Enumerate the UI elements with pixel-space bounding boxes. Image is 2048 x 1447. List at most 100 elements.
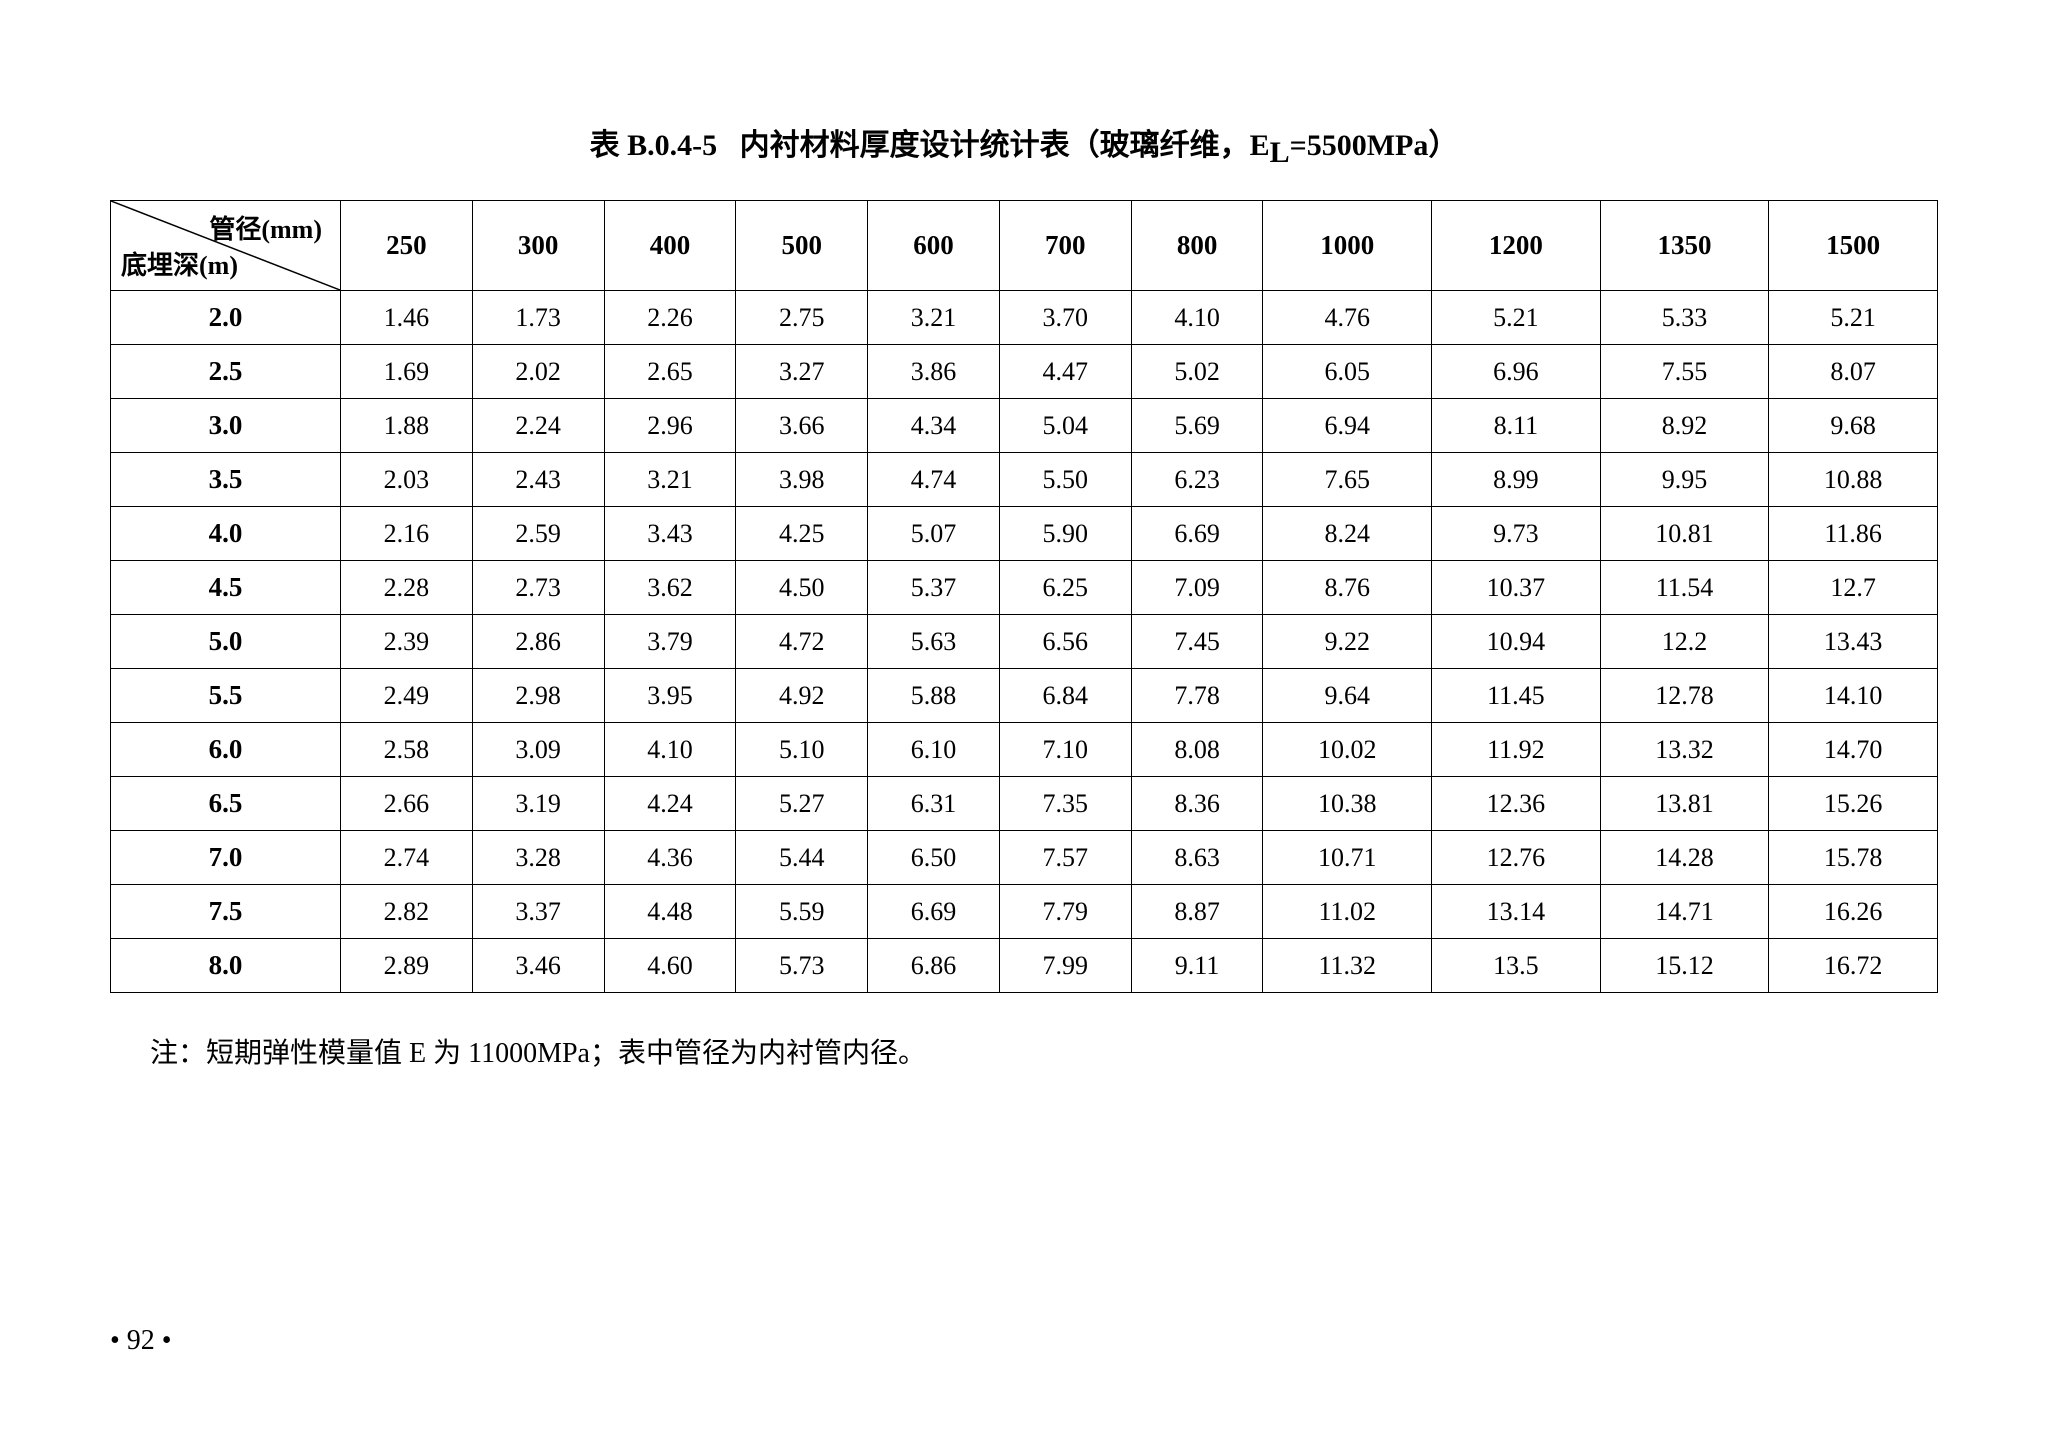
data-cell: 2.65 bbox=[604, 345, 736, 399]
data-cell: 7.65 bbox=[1263, 453, 1432, 507]
data-cell: 3.27 bbox=[736, 345, 868, 399]
col-header: 600 bbox=[868, 201, 1000, 291]
data-cell: 7.78 bbox=[1131, 669, 1263, 723]
data-cell: 3.09 bbox=[472, 723, 604, 777]
col-header: 300 bbox=[472, 201, 604, 291]
data-cell: 7.55 bbox=[1600, 345, 1769, 399]
row-label: 2.0 bbox=[111, 291, 341, 345]
data-cell: 5.21 bbox=[1769, 291, 1938, 345]
table-note: 注：短期弹性模量值 E 为 11000MPa；表中管径为内衬管内径。 bbox=[150, 1031, 1938, 1071]
data-cell: 12.76 bbox=[1432, 831, 1601, 885]
data-cell: 2.89 bbox=[341, 939, 473, 993]
table-body: 2.01.461.732.262.753.213.704.104.765.215… bbox=[111, 291, 1938, 993]
table-row: 3.52.032.433.213.984.745.506.237.658.999… bbox=[111, 453, 1938, 507]
row-label: 3.0 bbox=[111, 399, 341, 453]
data-cell: 2.74 bbox=[341, 831, 473, 885]
data-cell: 5.21 bbox=[1432, 291, 1601, 345]
diag-bottom-label: 底埋深(m) bbox=[121, 245, 238, 282]
table-row: 4.52.282.733.624.505.376.257.098.7610.37… bbox=[111, 561, 1938, 615]
data-cell: 4.74 bbox=[868, 453, 1000, 507]
data-cell: 4.25 bbox=[736, 507, 868, 561]
table-row: 5.52.492.983.954.925.886.847.789.6411.45… bbox=[111, 669, 1938, 723]
data-cell: 11.02 bbox=[1263, 885, 1432, 939]
data-cell: 1.46 bbox=[341, 291, 473, 345]
data-cell: 2.26 bbox=[604, 291, 736, 345]
data-cell: 4.72 bbox=[736, 615, 868, 669]
data-cell: 4.48 bbox=[604, 885, 736, 939]
data-cell: 2.39 bbox=[341, 615, 473, 669]
table-row: 2.01.461.732.262.753.213.704.104.765.215… bbox=[111, 291, 1938, 345]
row-label: 7.0 bbox=[111, 831, 341, 885]
data-cell: 3.46 bbox=[472, 939, 604, 993]
data-cell: 6.94 bbox=[1263, 399, 1432, 453]
data-cell: 6.50 bbox=[868, 831, 1000, 885]
row-label: 2.5 bbox=[111, 345, 341, 399]
table-row: 6.52.663.194.245.276.317.358.3610.3812.3… bbox=[111, 777, 1938, 831]
data-cell: 10.88 bbox=[1769, 453, 1938, 507]
data-cell: 2.03 bbox=[341, 453, 473, 507]
data-cell: 5.69 bbox=[1131, 399, 1263, 453]
diag-header-cell: 管径(mm) 底埋深(m) bbox=[111, 201, 341, 291]
row-label: 5.0 bbox=[111, 615, 341, 669]
data-cell: 12.36 bbox=[1432, 777, 1601, 831]
row-label: 8.0 bbox=[111, 939, 341, 993]
data-cell: 3.19 bbox=[472, 777, 604, 831]
data-cell: 13.32 bbox=[1600, 723, 1769, 777]
data-cell: 3.37 bbox=[472, 885, 604, 939]
data-cell: 8.92 bbox=[1600, 399, 1769, 453]
data-cell: 2.24 bbox=[472, 399, 604, 453]
data-cell: 2.02 bbox=[472, 345, 604, 399]
thickness-table: 管径(mm) 底埋深(m) 25030040050060070080010001… bbox=[110, 200, 1938, 993]
data-cell: 5.63 bbox=[868, 615, 1000, 669]
data-cell: 2.75 bbox=[736, 291, 868, 345]
col-header: 500 bbox=[736, 201, 868, 291]
data-cell: 6.96 bbox=[1432, 345, 1601, 399]
table-row: 4.02.162.593.434.255.075.906.698.249.731… bbox=[111, 507, 1938, 561]
data-cell: 11.45 bbox=[1432, 669, 1601, 723]
data-cell: 8.76 bbox=[1263, 561, 1432, 615]
data-cell: 2.16 bbox=[341, 507, 473, 561]
data-cell: 8.07 bbox=[1769, 345, 1938, 399]
data-cell: 4.76 bbox=[1263, 291, 1432, 345]
col-header: 1500 bbox=[1769, 201, 1938, 291]
data-cell: 3.95 bbox=[604, 669, 736, 723]
data-cell: 5.44 bbox=[736, 831, 868, 885]
data-cell: 3.70 bbox=[999, 291, 1131, 345]
data-cell: 5.33 bbox=[1600, 291, 1769, 345]
data-cell: 4.10 bbox=[604, 723, 736, 777]
col-header: 700 bbox=[999, 201, 1131, 291]
data-cell: 10.71 bbox=[1263, 831, 1432, 885]
data-cell: 9.68 bbox=[1769, 399, 1938, 453]
data-cell: 6.69 bbox=[868, 885, 1000, 939]
data-cell: 7.09 bbox=[1131, 561, 1263, 615]
data-cell: 10.81 bbox=[1600, 507, 1769, 561]
data-cell: 6.25 bbox=[999, 561, 1131, 615]
data-cell: 3.43 bbox=[604, 507, 736, 561]
data-cell: 1.73 bbox=[472, 291, 604, 345]
data-cell: 12.2 bbox=[1600, 615, 1769, 669]
data-cell: 8.36 bbox=[1131, 777, 1263, 831]
data-cell: 5.02 bbox=[1131, 345, 1263, 399]
data-cell: 3.66 bbox=[736, 399, 868, 453]
data-cell: 5.27 bbox=[736, 777, 868, 831]
data-cell: 9.64 bbox=[1263, 669, 1432, 723]
data-cell: 14.28 bbox=[1600, 831, 1769, 885]
row-label: 6.5 bbox=[111, 777, 341, 831]
page-number: • 92 • bbox=[110, 1325, 172, 1357]
data-cell: 9.11 bbox=[1131, 939, 1263, 993]
data-cell: 15.78 bbox=[1769, 831, 1938, 885]
data-cell: 2.43 bbox=[472, 453, 604, 507]
data-cell: 10.38 bbox=[1263, 777, 1432, 831]
data-cell: 5.59 bbox=[736, 885, 868, 939]
data-cell: 11.92 bbox=[1432, 723, 1601, 777]
data-cell: 5.07 bbox=[868, 507, 1000, 561]
data-cell: 4.47 bbox=[999, 345, 1131, 399]
data-cell: 8.08 bbox=[1131, 723, 1263, 777]
data-cell: 2.73 bbox=[472, 561, 604, 615]
data-cell: 10.02 bbox=[1263, 723, 1432, 777]
data-cell: 1.88 bbox=[341, 399, 473, 453]
data-cell: 6.05 bbox=[1263, 345, 1432, 399]
data-cell: 3.28 bbox=[472, 831, 604, 885]
header-row: 管径(mm) 底埋深(m) 25030040050060070080010001… bbox=[111, 201, 1938, 291]
data-cell: 3.79 bbox=[604, 615, 736, 669]
